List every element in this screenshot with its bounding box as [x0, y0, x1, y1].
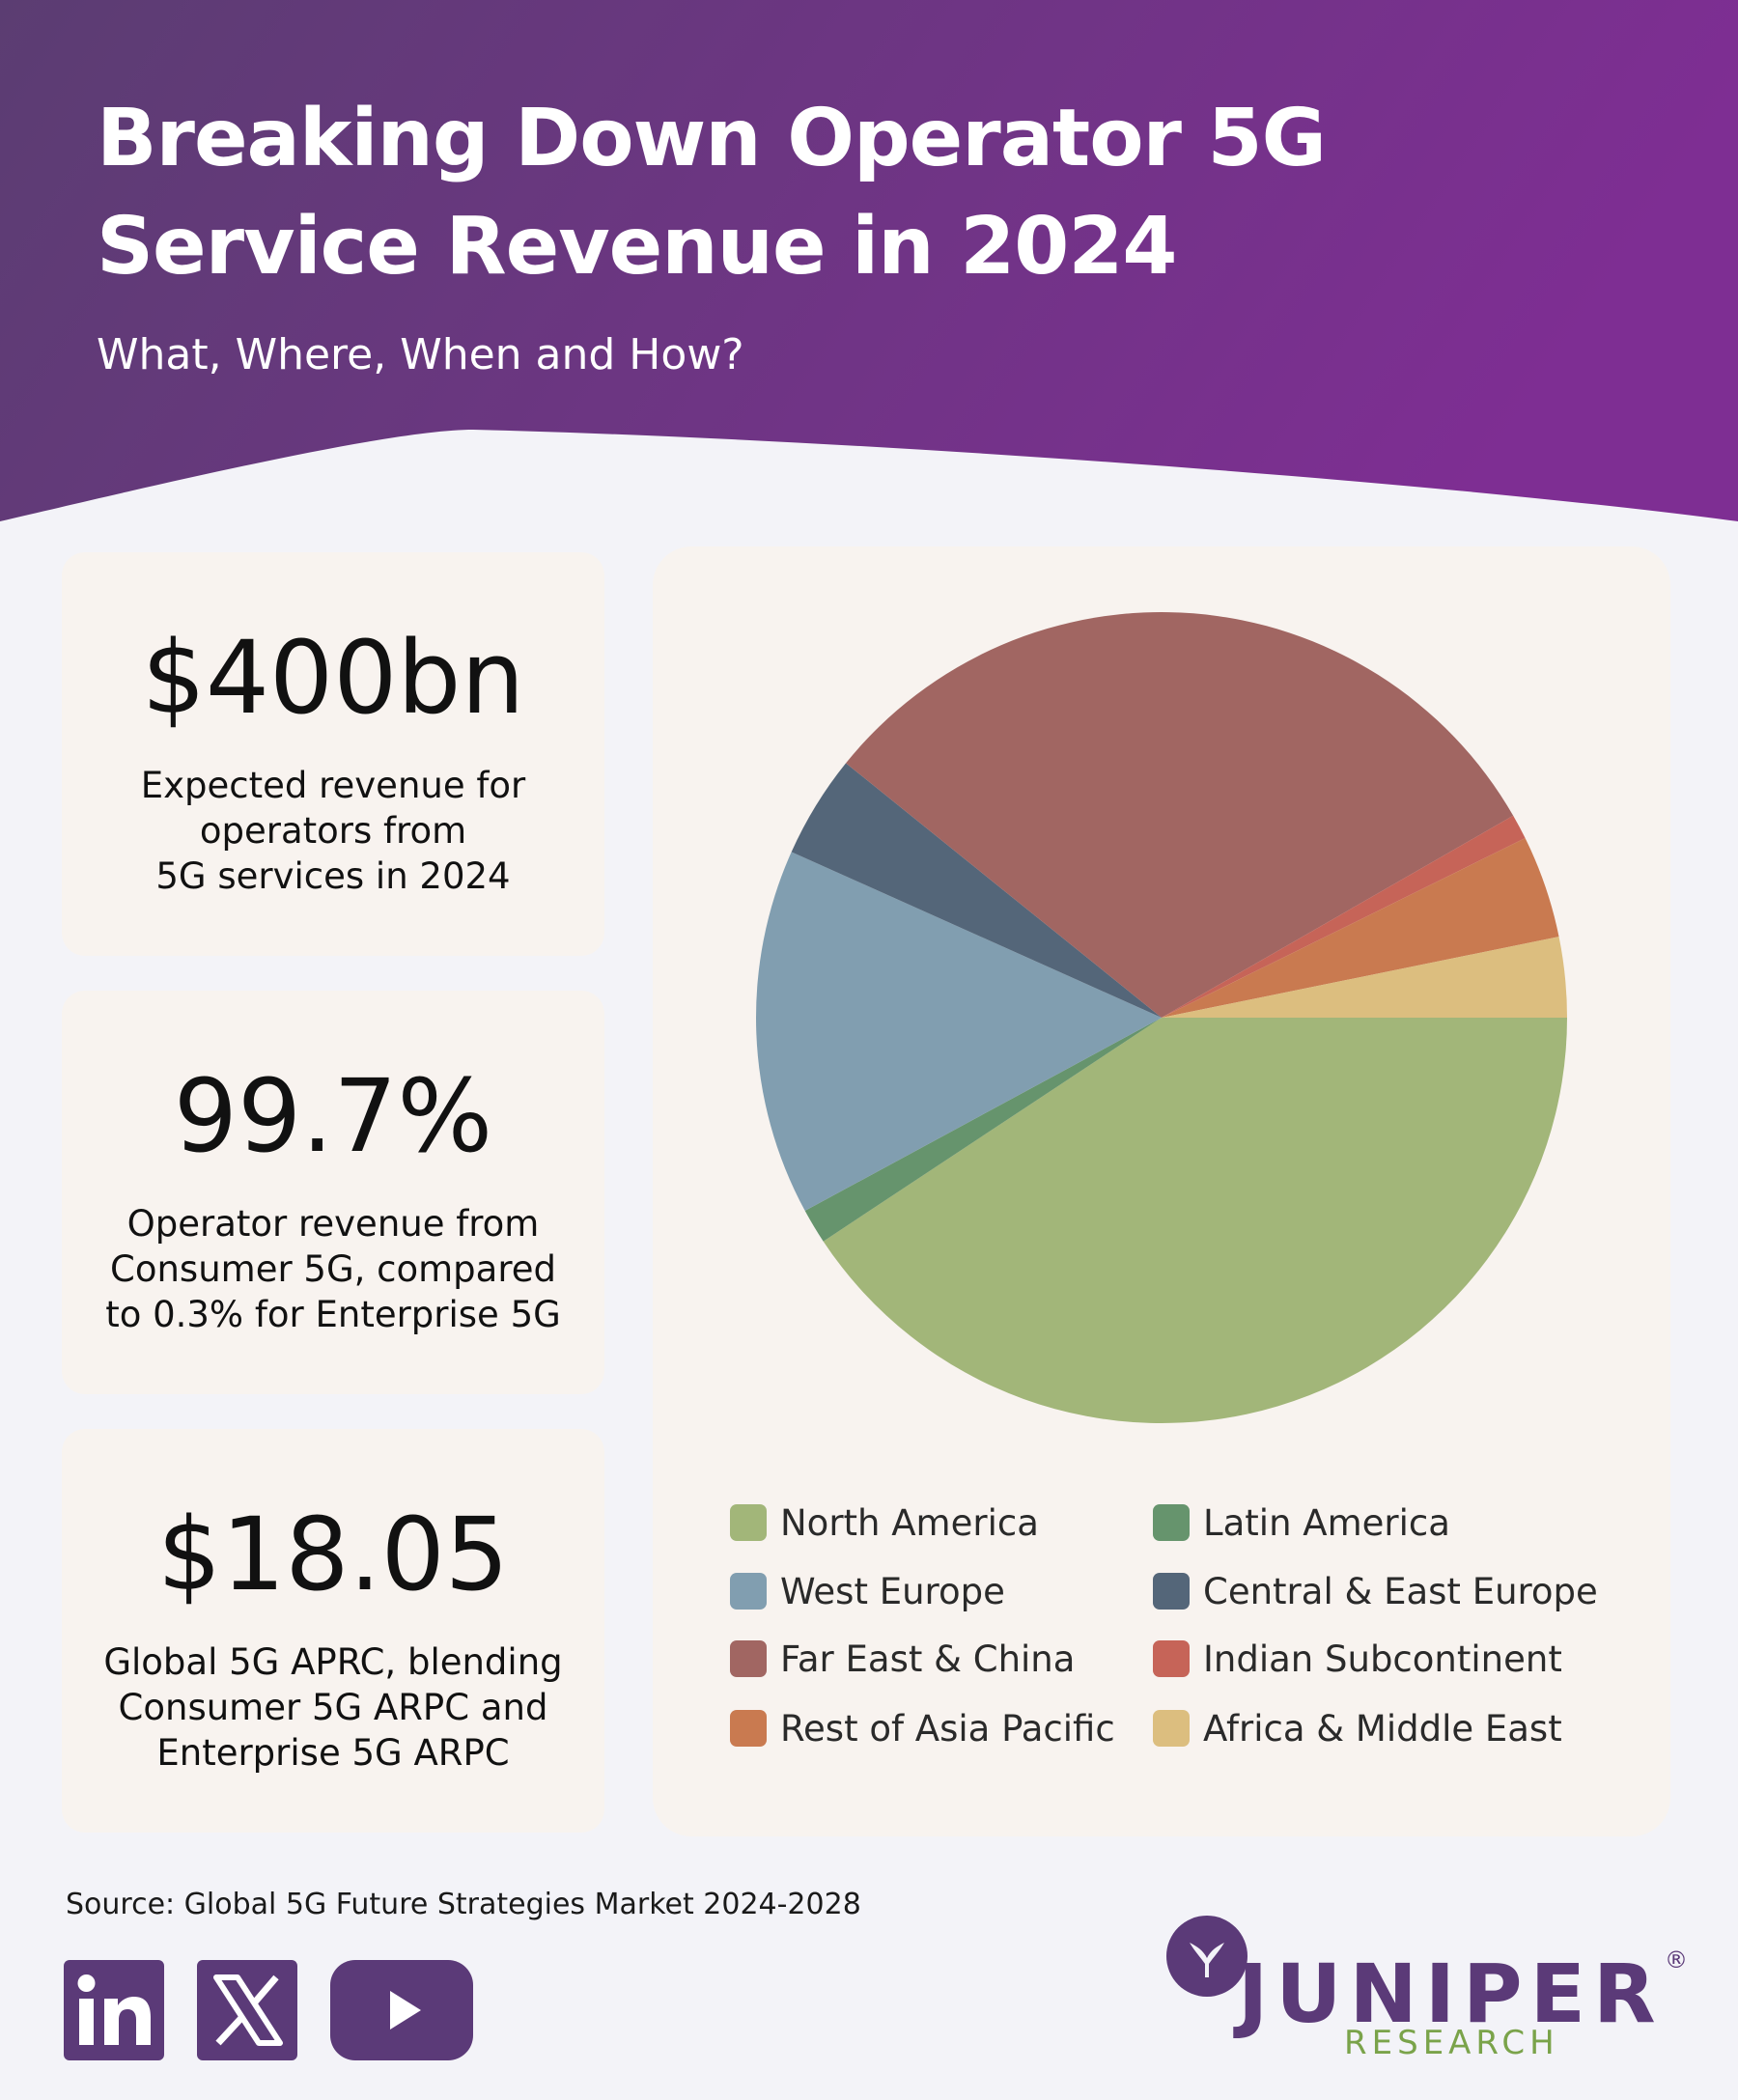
stat-desc-line: operators from: [199, 810, 467, 852]
stat-card-consumer-share: 99.7% Operator revenue from Consumer 5G,…: [62, 991, 604, 1394]
legend-swatch: [730, 1504, 767, 1541]
legend-item-rest-of-asia-pacific: Rest of Asia Pacific: [730, 1704, 1115, 1752]
brand-logo-sub: RESEARCH: [1344, 2024, 1559, 2062]
page-title: Breaking Down Operator 5G Service Revenu…: [97, 85, 1448, 301]
page-subtitle: What, Where, When and How?: [97, 330, 744, 379]
stat-value: $400bn: [141, 619, 525, 737]
legend-label: Central & East Europe: [1203, 1570, 1598, 1612]
legend-swatch: [1153, 1710, 1190, 1747]
stat-description: Global 5G APRC, blending Consumer 5G ARP…: [81, 1639, 585, 1776]
legend-item-west-europe: West Europe: [730, 1567, 1005, 1615]
legend-swatch: [1153, 1504, 1190, 1541]
chart-panel: North America West Europe Far East & Chi…: [653, 546, 1670, 1836]
stat-desc-line: Operator revenue from: [126, 1203, 540, 1245]
stat-desc-line: Expected revenue for: [140, 765, 526, 806]
pie-slice-west-europe: [756, 852, 1162, 1212]
stat-value: 99.7%: [173, 1057, 493, 1175]
legend-item-far-east-china: Far East & China: [730, 1635, 1075, 1683]
x-icon[interactable]: [197, 1960, 297, 2060]
legend-swatch: [1153, 1573, 1190, 1610]
stat-description: Expected revenue for operators from 5G s…: [81, 763, 585, 899]
legend-label: Rest of Asia Pacific: [780, 1707, 1115, 1750]
youtube-icon[interactable]: [330, 1960, 473, 2060]
registered-mark: ®: [1665, 1946, 1688, 1974]
pie-slice-north-america: [823, 1018, 1567, 1423]
stat-desc-line: Consumer 5G, compared: [110, 1248, 556, 1290]
legend-label: Latin America: [1203, 1501, 1450, 1544]
legend-label: Far East & China: [780, 1638, 1076, 1680]
pie-chart: [756, 612, 1567, 1423]
legend-item-latin-america: Latin America: [1153, 1498, 1450, 1547]
stat-desc-line: to 0.3% for Enterprise 5G: [105, 1294, 561, 1335]
stat-desc-line: Global 5G APRC, blending: [103, 1641, 563, 1683]
pie-slice-rest-of-asia-pacific: [1162, 838, 1559, 1018]
header-background: [0, 0, 1738, 521]
title-line-1: Breaking Down Operator 5G: [97, 93, 1327, 184]
legend-swatch: [730, 1710, 767, 1747]
legend-item-central-east-europe: Central & East Europe: [1153, 1567, 1598, 1615]
legend-swatch: [730, 1640, 767, 1677]
stat-description: Operator revenue from Consumer 5G, compa…: [81, 1201, 585, 1337]
juniper-logo-icon: [1166, 1916, 1247, 1997]
stat-desc-line: 5G services in 2024: [155, 855, 511, 897]
legend-label: Africa & Middle East: [1203, 1707, 1562, 1750]
legend-item-africa-middle-east: Africa & Middle East: [1153, 1704, 1562, 1752]
pie-slice-africa-middle-east: [1162, 937, 1567, 1018]
legend-item-indian-subcontinent: Indian Subcontinent: [1153, 1635, 1562, 1683]
stat-card-revenue: $400bn Expected revenue for operators fr…: [62, 552, 604, 956]
pie-slice-latin-america: [804, 1018, 1162, 1242]
stat-desc-line: Consumer 5G ARPC and: [118, 1687, 548, 1728]
brand-logo-name: JUNIPER: [1238, 1946, 1664, 2041]
title-line-2: Service Revenue in 2024: [97, 201, 1177, 293]
stat-value: $18.05: [157, 1496, 509, 1613]
pie-slice-far-east-china: [846, 612, 1514, 1018]
legend-swatch: [1153, 1640, 1190, 1677]
legend-swatch: [730, 1573, 767, 1610]
legend-label: West Europe: [780, 1570, 1005, 1612]
pie-slice-indian-subcontinent: [1162, 815, 1526, 1018]
legend-label: Indian Subcontinent: [1203, 1638, 1562, 1680]
pie-slice-central-east-europe: [791, 763, 1162, 1018]
legend-item-north-america: North America: [730, 1498, 1039, 1547]
linkedin-icon[interactable]: [64, 1960, 164, 2060]
stat-card-aprc: $18.05 Global 5G APRC, blending Consumer…: [62, 1429, 604, 1833]
stat-desc-line: Enterprise 5G ARPC: [156, 1732, 510, 1774]
source-note: Source: Global 5G Future Strategies Mark…: [66, 1888, 861, 1921]
legend-label: North America: [780, 1501, 1039, 1544]
